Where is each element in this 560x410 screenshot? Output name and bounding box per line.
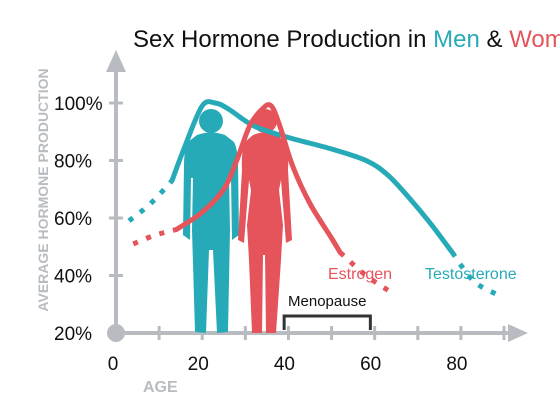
chart-title: Sex Hormone Production in Men & Women bbox=[133, 26, 560, 53]
x-tick-label: 0 bbox=[108, 354, 119, 375]
testosterone-line bbox=[169, 99, 455, 255]
testosterone-dotted-end bbox=[450, 251, 501, 298]
origin-dot bbox=[107, 324, 125, 342]
tick-labels: 20% 40% 60% 80% 100% 0 20 40 60 80 bbox=[54, 94, 467, 375]
series-label-estrogen: Estrogen bbox=[328, 266, 392, 283]
y-axis-label: AVERAGE HORMONE PRODUCTION bbox=[35, 68, 51, 311]
title-women: Women bbox=[509, 26, 560, 53]
estrogen-dotted-start bbox=[132, 227, 177, 247]
x-tick-label: 80 bbox=[446, 354, 467, 375]
tick-marks bbox=[109, 101, 506, 340]
y-tick-label: 40% bbox=[54, 267, 92, 288]
menopause-label: Menopause bbox=[288, 293, 366, 310]
title-amp: & bbox=[480, 26, 509, 53]
menopause-bracket bbox=[282, 314, 372, 330]
estrogen-line bbox=[173, 102, 343, 255]
x-tick-label: 60 bbox=[360, 354, 381, 375]
title-men: Men bbox=[433, 26, 480, 53]
x-tick-label: 20 bbox=[188, 354, 209, 375]
y-tick-label: 100% bbox=[54, 94, 103, 115]
x-axis-arrow-icon bbox=[508, 324, 528, 342]
axes bbox=[106, 50, 528, 342]
testosterone-dotted-start bbox=[127, 178, 174, 223]
y-tick-label: 20% bbox=[54, 324, 92, 345]
y-axis-arrow-icon bbox=[106, 50, 126, 72]
x-axis-label: AGE bbox=[143, 379, 178, 396]
menopause-annotation: Menopause bbox=[282, 293, 372, 330]
y-tick-label: 80% bbox=[54, 152, 92, 173]
x-tick-label: 40 bbox=[274, 354, 295, 375]
y-tick-label: 60% bbox=[54, 209, 92, 230]
title-prefix: Sex Hormone Production in bbox=[133, 26, 433, 53]
series-layer bbox=[127, 99, 501, 298]
estrogen-dotted-end bbox=[338, 250, 394, 295]
series-label-testosterone: Testosterone bbox=[425, 266, 517, 283]
